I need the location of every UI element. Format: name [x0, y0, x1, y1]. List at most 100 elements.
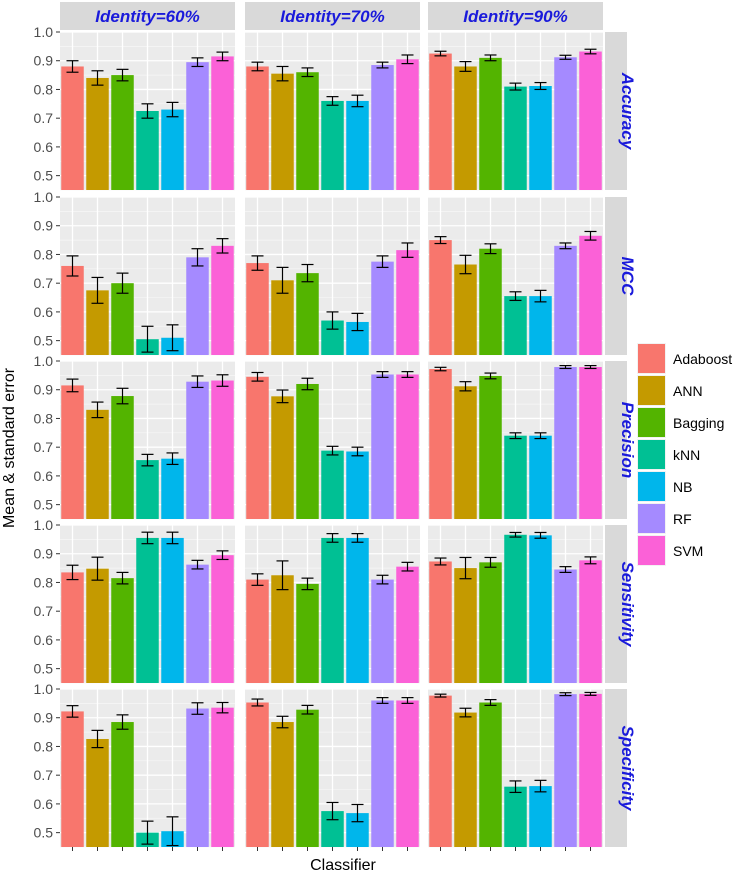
- error-bar-adaboost: [434, 236, 447, 245]
- y-axis-specificity: 0.5 0.6 0.7 0.8 0.9 1.0: [34, 681, 60, 841]
- panel-specificity-2: [245, 688, 420, 848]
- row-strip-label: Accuracy: [618, 72, 637, 151]
- bar-bagging: [296, 273, 319, 355]
- legend-swatch: [638, 376, 665, 405]
- error-bar-adaboost: [66, 705, 79, 718]
- bar-adaboost: [429, 240, 452, 355]
- legend-swatch: [638, 344, 665, 373]
- error-bar-nb: [166, 324, 179, 352]
- bar-svm: [579, 51, 602, 190]
- bar-nb: [529, 86, 552, 190]
- legend-label: Adaboost: [673, 351, 732, 367]
- bar-bagging: [296, 709, 319, 847]
- bar-bagging: [479, 702, 502, 847]
- row-strip-sensitivity: [605, 525, 627, 683]
- column-strip-label: Identity=70%: [280, 7, 384, 26]
- bar-knn: [321, 450, 344, 519]
- error-bar-adaboost: [66, 564, 79, 581]
- legend-label: kNN: [673, 447, 700, 463]
- legend-label: Bagging: [673, 415, 724, 431]
- error-bar-bagging: [301, 67, 314, 78]
- y-tick-label: 0.7: [34, 603, 54, 619]
- error-bar-bagging: [301, 704, 314, 715]
- bar-adaboost: [429, 369, 452, 519]
- y-tick-label: 0.6: [34, 796, 54, 812]
- bar-svm: [396, 250, 419, 355]
- bar-rf: [371, 374, 394, 519]
- bar-ann: [454, 264, 477, 355]
- error-bar-adaboost: [251, 61, 264, 72]
- error-bar-knn: [509, 82, 522, 91]
- bar-bagging: [111, 722, 134, 847]
- bar-bagging: [479, 562, 502, 683]
- bar-nb: [529, 786, 552, 847]
- error-bar-bagging: [484, 699, 497, 706]
- error-bar-knn: [326, 445, 339, 456]
- bar-svm: [579, 560, 602, 683]
- bar-ann: [454, 568, 477, 683]
- error-bar-adaboost: [251, 698, 264, 707]
- column-strip-1: [60, 2, 235, 30]
- bar-ann: [86, 290, 109, 355]
- error-bar-ann: [459, 60, 472, 72]
- error-bar-bagging: [484, 243, 497, 255]
- bar-bagging: [111, 75, 134, 190]
- bar-rf: [371, 261, 394, 355]
- bar-nb: [161, 458, 184, 519]
- bar-ann: [271, 722, 294, 847]
- bar-adaboost: [61, 711, 84, 847]
- y-tick-label: 0.5: [34, 661, 54, 677]
- error-bar-rf: [191, 248, 204, 267]
- y-tick-label: 1.0: [34, 353, 54, 369]
- legend-label: ANN: [673, 383, 703, 399]
- panel-mcc-2: [245, 196, 420, 356]
- legend-item-bagging: Bagging: [637, 407, 724, 438]
- bar-svm: [396, 566, 419, 683]
- error-bar-svm: [401, 561, 414, 572]
- error-bar-adaboost: [434, 557, 447, 566]
- y-tick-label: 0.8: [34, 738, 54, 754]
- y-tick-label: 1.0: [34, 24, 54, 40]
- error-bar-adaboost: [66, 255, 79, 277]
- y-tick-label: 0.6: [34, 304, 54, 320]
- bar-rf: [554, 367, 577, 519]
- error-bar-bagging: [484, 54, 497, 62]
- y-tick-label: 0.6: [34, 632, 54, 648]
- bar-nb: [529, 435, 552, 519]
- error-bar-nb: [351, 533, 364, 543]
- error-bar-knn: [141, 453, 154, 467]
- legend-swatch: [638, 440, 665, 469]
- error-bar-svm: [401, 54, 414, 65]
- x-axis-title: Classifier: [310, 857, 376, 874]
- bar-adaboost: [429, 695, 452, 847]
- bar-bagging: [296, 583, 319, 683]
- error-bar-knn: [509, 531, 522, 538]
- legend-item-nb: NB: [637, 471, 692, 502]
- error-bar-svm: [401, 371, 414, 378]
- bar-nb: [346, 537, 369, 683]
- error-bar-nb: [351, 446, 364, 457]
- y-tick-label: 0.5: [34, 168, 54, 184]
- bar-rf: [186, 564, 209, 683]
- y-tick-label: 0.9: [34, 546, 54, 562]
- panel-precision-1: [60, 360, 235, 520]
- error-bar-rf: [559, 54, 572, 60]
- panel-mcc-1: [60, 196, 235, 356]
- bar-nb: [161, 537, 184, 683]
- bar-knn: [321, 537, 344, 683]
- error-bar-knn: [141, 820, 154, 845]
- bar-knn: [321, 100, 344, 190]
- bar-svm: [579, 367, 602, 519]
- bar-ann: [271, 280, 294, 355]
- panel-mcc-3: [428, 196, 603, 356]
- legend-item-knn: kNN: [637, 439, 700, 470]
- bar-adaboost: [246, 579, 269, 683]
- error-bar-nb: [534, 81, 547, 91]
- error-bar-knn: [326, 96, 339, 106]
- y-axis-sensitivity: 0.5 0.6 0.7 0.8 0.9 1.0: [34, 517, 60, 677]
- legend-item-adaboost: Adaboost: [637, 343, 732, 374]
- error-bar-svm: [584, 556, 597, 565]
- bar-ann: [271, 396, 294, 519]
- error-bar-ann: [459, 707, 472, 718]
